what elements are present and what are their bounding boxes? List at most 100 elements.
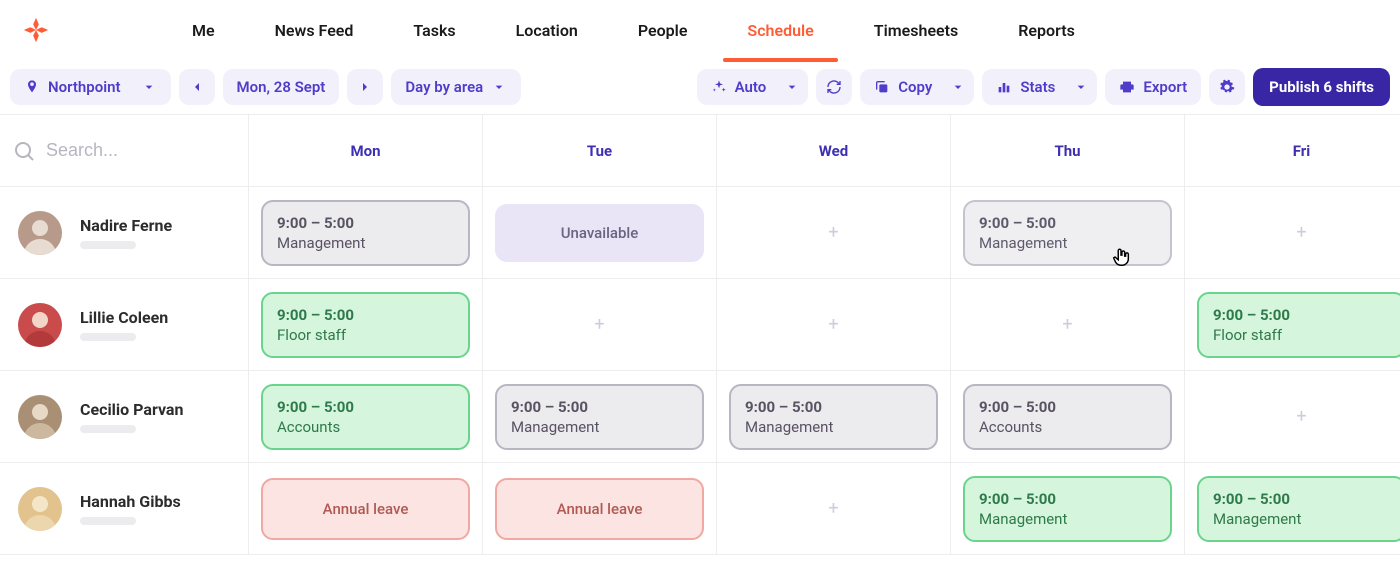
shift-role: Accounts: [277, 418, 454, 436]
person-row-cecilio[interactable]: Cecilio Parvan: [0, 371, 248, 463]
shift-role: Accounts: [979, 418, 1156, 436]
stats-button[interactable]: Stats: [982, 69, 1069, 105]
shift-cell[interactable]: 9:00 – 5:00 Floor staff: [248, 279, 482, 371]
copy-label: Copy: [898, 78, 932, 96]
shift-cell[interactable]: +: [1184, 187, 1400, 279]
person-row-nadire[interactable]: Nadire Ferne: [0, 187, 248, 279]
location-picker[interactable]: Northpoint: [10, 69, 171, 105]
add-shift-button[interactable]: +: [828, 314, 838, 335]
shift-card[interactable]: 9:00 – 5:00 Accounts: [261, 384, 470, 450]
stats-menu-button[interactable]: [1065, 69, 1097, 105]
date-prev-button[interactable]: [179, 69, 215, 105]
nav-location[interactable]: Location: [516, 3, 578, 58]
shift-time: 9:00 – 5:00: [979, 214, 1156, 232]
bar-chart-icon: [996, 79, 1012, 95]
shift-card[interactable]: 9:00 – 5:00 Floor staff: [261, 292, 470, 358]
day-header-wed: Wed: [716, 115, 950, 187]
day-header-fri: Fri: [1184, 115, 1400, 187]
shift-card[interactable]: 9:00 – 5:00 Management: [1197, 476, 1400, 542]
avatar: [18, 303, 62, 347]
add-shift-button[interactable]: +: [594, 314, 604, 335]
add-shift-button[interactable]: +: [1296, 406, 1306, 427]
chevron-down-icon: [141, 79, 157, 95]
shift-card[interactable]: 9:00 – 5:00 Management: [261, 200, 470, 266]
shift-cell[interactable]: 9:00 – 5:00 Management: [950, 187, 1184, 279]
chevron-down-icon: [784, 79, 800, 95]
shift-card[interactable]: 9:00 – 5:00 Floor staff: [1197, 292, 1400, 358]
shift-card[interactable]: 9:00 – 5:00 Management: [963, 200, 1172, 266]
shift-cell[interactable]: 9:00 – 5:00 Management: [482, 371, 716, 463]
publish-label: Publish 6 shifts: [1269, 78, 1374, 96]
shift-cell[interactable]: 9:00 – 5:00 Management: [1184, 463, 1400, 555]
publish-button[interactable]: Publish 6 shifts: [1253, 68, 1390, 106]
shift-cell[interactable]: +: [716, 463, 950, 555]
shift-time: 9:00 – 5:00: [979, 490, 1156, 508]
nav-news-feed[interactable]: News Feed: [275, 3, 354, 58]
nav-schedule[interactable]: Schedule: [747, 3, 813, 58]
shift-card-unavailable[interactable]: Unavailable: [495, 204, 704, 262]
day-header-tue: Tue: [482, 115, 716, 187]
shift-time: 9:00 – 5:00: [745, 398, 922, 416]
shift-cell[interactable]: +: [716, 279, 950, 371]
shift-role: Floor staff: [1213, 326, 1390, 344]
add-shift-button[interactable]: +: [1062, 314, 1072, 335]
shift-cell[interactable]: +: [1184, 371, 1400, 463]
person-capacity-bar: [80, 333, 136, 341]
refresh-button[interactable]: [816, 69, 852, 105]
export-button[interactable]: Export: [1105, 69, 1201, 105]
shift-cell[interactable]: Annual leave: [482, 463, 716, 555]
shift-card[interactable]: 9:00 – 5:00 Accounts: [963, 384, 1172, 450]
shift-card-leave[interactable]: Annual leave: [495, 478, 704, 540]
copy-menu-button[interactable]: [942, 69, 974, 105]
date-picker[interactable]: Mon, 28 Sept: [223, 69, 340, 105]
person-meta: Nadire Ferne: [80, 216, 172, 249]
shift-time: 9:00 – 5:00: [277, 398, 454, 416]
printer-icon: [1119, 79, 1135, 95]
shift-cell[interactable]: 9:00 – 5:00 Accounts: [950, 371, 1184, 463]
person-name: Nadire Ferne: [80, 216, 172, 235]
shift-card[interactable]: 9:00 – 5:00 Management: [495, 384, 704, 450]
nav-me[interactable]: Me: [192, 3, 215, 58]
nav-timesheets[interactable]: Timesheets: [874, 3, 958, 58]
shift-cell[interactable]: 9:00 – 5:00 Accounts: [248, 371, 482, 463]
add-shift-button[interactable]: +: [828, 222, 838, 243]
export-label: Export: [1143, 78, 1187, 96]
shift-card[interactable]: 9:00 – 5:00 Management: [729, 384, 938, 450]
nav-people[interactable]: People: [638, 3, 688, 58]
date-label: Mon, 28 Sept: [237, 78, 326, 96]
sparkle-icon: [711, 79, 727, 95]
shift-time: 9:00 – 5:00: [1213, 490, 1390, 508]
add-shift-button[interactable]: +: [828, 498, 838, 519]
shift-card-leave[interactable]: Annual leave: [261, 478, 470, 540]
shift-cell[interactable]: +: [950, 279, 1184, 371]
auto-button[interactable]: Auto: [697, 69, 781, 105]
view-mode-picker[interactable]: Day by area: [391, 69, 521, 105]
settings-button[interactable]: [1209, 69, 1245, 105]
add-shift-button[interactable]: +: [1296, 222, 1306, 243]
nav-items: Me News Feed Tasks Location People Sched…: [192, 3, 1075, 58]
avatar: [18, 211, 62, 255]
shift-card[interactable]: 9:00 – 5:00 Management: [963, 476, 1172, 542]
search-input[interactable]: [46, 140, 206, 161]
person-row-hannah[interactable]: Hannah Gibbs: [0, 463, 248, 555]
shift-cell[interactable]: Unavailable: [482, 187, 716, 279]
auto-menu-button[interactable]: [776, 69, 808, 105]
shift-cell[interactable]: 9:00 – 5:00 Management: [716, 371, 950, 463]
person-row-lillie[interactable]: Lillie Coleen: [0, 279, 248, 371]
shift-cell[interactable]: +: [482, 279, 716, 371]
shift-cell[interactable]: 9:00 – 5:00 Management: [248, 187, 482, 279]
shift-cell[interactable]: Annual leave: [248, 463, 482, 555]
shift-cell[interactable]: 9:00 – 5:00 Management: [950, 463, 1184, 555]
refresh-icon: [826, 79, 842, 95]
nav-tasks[interactable]: Tasks: [413, 3, 455, 58]
person-name: Lillie Coleen: [80, 308, 168, 327]
schedule-grid: Mon Tue Wed Thu Fri Nadire Ferne 9:00 – …: [0, 114, 1400, 555]
copy-button[interactable]: Copy: [860, 69, 946, 105]
date-next-button[interactable]: [347, 69, 383, 105]
gear-icon: [1219, 79, 1235, 95]
nav-reports[interactable]: Reports: [1018, 3, 1075, 58]
view-mode-label: Day by area: [405, 78, 483, 96]
shift-role: Management: [979, 234, 1156, 252]
shift-cell[interactable]: 9:00 – 5:00 Floor staff: [1184, 279, 1400, 371]
shift-cell[interactable]: +: [716, 187, 950, 279]
